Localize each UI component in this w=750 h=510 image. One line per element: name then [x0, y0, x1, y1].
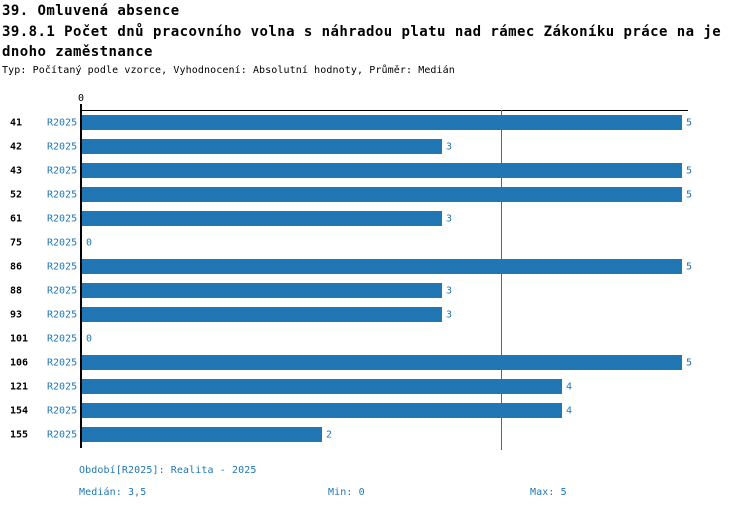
x-axis-tick-label: 0 [77, 93, 85, 104]
chart-row: 52 R2025 5 [0, 183, 750, 207]
chart-row: 93 R2025 3 [0, 303, 750, 327]
series-label: R2025 [47, 381, 78, 393]
value-label: 3 [446, 141, 453, 153]
bar [82, 427, 322, 442]
bar [82, 379, 562, 394]
category-label: 75 [10, 237, 23, 249]
series-label: R2025 [47, 309, 78, 321]
category-label: 41 [10, 117, 23, 129]
category-label: 61 [10, 213, 23, 225]
bar [82, 307, 442, 322]
value-label: 5 [686, 117, 693, 129]
chart-row: 121 R2025 4 [0, 375, 750, 399]
chart-row: 155 R2025 2 [0, 423, 750, 447]
y-axis-line [80, 104, 82, 448]
value-label: 3 [446, 285, 453, 297]
bar [82, 259, 682, 274]
x-axis-line [80, 110, 688, 111]
category-label: 43 [10, 165, 23, 177]
category-label: 42 [10, 141, 23, 153]
bar [82, 115, 682, 130]
series-label: R2025 [47, 189, 78, 201]
period-legend: Období[R2025]: Realita - 2025 [79, 465, 257, 476]
value-label: 2 [326, 429, 333, 441]
category-label: 86 [10, 261, 23, 273]
chart-row: 75 R2025 0 [0, 231, 750, 255]
chart-row: 43 R2025 5 [0, 159, 750, 183]
max-stat: Max: 5 [530, 487, 567, 498]
median-stat: Medián: 3,5 [79, 487, 147, 498]
series-label: R2025 [47, 333, 78, 345]
series-label: R2025 [47, 213, 78, 225]
series-label: R2025 [47, 117, 78, 129]
bar [82, 355, 682, 370]
bar [82, 139, 442, 154]
report-section-title: 39. Omluvená absence [2, 3, 180, 19]
bar [82, 187, 682, 202]
bar [82, 283, 442, 298]
series-label: R2025 [47, 357, 78, 369]
indicator-title-line1: 39.8.1 Počet dnů pracovního volna s náhr… [2, 24, 722, 40]
category-label: 106 [10, 357, 29, 369]
value-label: 0 [86, 333, 93, 345]
value-label: 5 [686, 357, 693, 369]
category-label: 93 [10, 309, 23, 321]
category-label: 121 [10, 381, 29, 393]
value-label: 4 [566, 405, 573, 417]
category-label: 101 [10, 333, 29, 345]
category-label: 154 [10, 405, 29, 417]
chart-row: 88 R2025 3 [0, 279, 750, 303]
value-label: 3 [446, 309, 453, 321]
chart-row: 106 R2025 5 [0, 351, 750, 375]
chart-row: 101 R2025 0 [0, 327, 750, 351]
chart-row: 154 R2025 4 [0, 399, 750, 423]
indicator-meta: Typ: Počítaný podle vzorce, Vyhodnocení:… [2, 65, 455, 76]
series-label: R2025 [47, 237, 78, 249]
indicator-title-line2: dnoho zaměstnance [2, 44, 153, 60]
category-label: 52 [10, 189, 23, 201]
value-label: 5 [686, 261, 693, 273]
value-label: 3 [446, 213, 453, 225]
value-label: 0 [86, 237, 93, 249]
bar [82, 403, 562, 418]
value-label: 4 [566, 381, 573, 393]
chart-row: 86 R2025 5 [0, 255, 750, 279]
chart-row: 61 R2025 3 [0, 207, 750, 231]
category-label: 155 [10, 429, 29, 441]
category-label: 88 [10, 285, 23, 297]
series-label: R2025 [47, 261, 78, 273]
series-label: R2025 [47, 285, 78, 297]
bar [82, 211, 442, 226]
series-label: R2025 [47, 141, 78, 153]
chart-row: 41 R2025 5 [0, 111, 750, 135]
series-label: R2025 [47, 429, 78, 441]
chart-row: 42 R2025 3 [0, 135, 750, 159]
series-label: R2025 [47, 405, 78, 417]
value-label: 5 [686, 189, 693, 201]
median-reference-line [501, 110, 502, 450]
value-label: 5 [686, 165, 693, 177]
min-stat: Min: 0 [328, 487, 365, 498]
bar [82, 163, 682, 178]
series-label: R2025 [47, 165, 78, 177]
